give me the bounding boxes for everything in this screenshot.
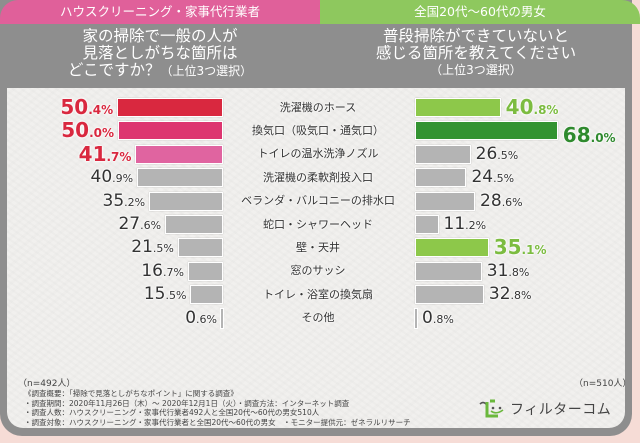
left-value-label: 40.9% (90, 167, 134, 188)
left-value-label: 35.2% (102, 190, 146, 211)
left-question-suffix: （上位3つ選択） (160, 64, 253, 78)
right-bar (415, 308, 417, 328)
category-label: 洗濯機の柔軟剤投入口 (263, 170, 373, 184)
left-bar (149, 191, 223, 211)
right-bar (415, 285, 484, 305)
left-question-line-text: どこですか？ (67, 61, 161, 79)
left-bar (117, 98, 223, 117)
right-value-label: 0.8% (422, 307, 454, 328)
right-value-label: 40.8% (505, 95, 559, 119)
left-bar (221, 308, 223, 328)
right-value-label: 11.2% (443, 214, 487, 234)
left-value-label: 27.6% (118, 214, 162, 234)
category-label: 窓のサッシ (290, 264, 346, 278)
right-value-label: 31.8% (486, 260, 530, 281)
category-label: トイレ・浴室の換気扇 (263, 287, 373, 301)
right-bar (415, 261, 482, 281)
left-bar (135, 144, 223, 164)
right-value-label: 24.5% (471, 167, 515, 188)
right-bar (415, 98, 501, 117)
right-group-tab: 全国20代〜60代の男女 (320, 0, 640, 24)
survey-note-line: ・調査対象：ハウスクリーニング・家事代行業者と全国20代〜60代の男女 ・モニタ… (24, 417, 411, 427)
left-bar (190, 285, 223, 305)
right-bar (415, 168, 467, 188)
survey-notes: 《調査概要：「掃除で見落としがちなポイント」に関する調査》 ・調査期間：2020… (24, 389, 411, 427)
left-value-label: 50.0% (61, 118, 114, 143)
right-value-label: 28.6% (480, 190, 523, 211)
right-bar (415, 121, 558, 141)
left-value-label: 15.5% (143, 284, 187, 305)
category-label: 換気口（吸気口・通気口） (252, 123, 384, 137)
filter-smile-icon (479, 399, 504, 418)
right-value-label: 68.0% (562, 123, 616, 148)
right-bar (415, 238, 489, 258)
survey-note-line: ・調査人数：ハウスクリーニング・家事代行業者492人と全国20代〜60代の男女5… (24, 408, 320, 417)
left-bar (187, 261, 223, 281)
left-group-tab: ハウスクリーニング・家事代行業者 (0, 0, 320, 24)
left-value-label: 0.6% (185, 307, 217, 328)
left-value-label: 16.7% (141, 260, 184, 281)
survey-note-line: 《調査概要：「掃除で見落としがちなポイント」に関する調査》 (24, 389, 238, 398)
right-question: 普段掃除ができていないと 感じる箇所を教えてください （上位3つ選択） (320, 24, 632, 88)
left-question-line: どこですか？（上位3つ選択） (0, 62, 320, 80)
category-label: 壁・天井 (296, 240, 340, 254)
category-label: その他 (301, 311, 335, 325)
right-question-line: 感じる箇所を教えてください (375, 44, 577, 62)
survey-note-line: ・調査期間：2020年11月26日（木）〜 2020年12月1日（火）・調査方法… (24, 398, 350, 408)
category-label: ベランダ・バルコニーの排水口 (241, 194, 395, 208)
left-sample-size: （n=492人） (18, 379, 76, 389)
right-bar (415, 191, 476, 211)
category-label: 洗濯機のホース (279, 100, 357, 114)
left-value-label: 50.4% (60, 95, 114, 119)
left-question-line: 家の掃除で一般の人が (82, 27, 238, 45)
category-label: 蛇口・シャワーヘッド (263, 217, 373, 231)
left-value-label: 41.7% (78, 141, 132, 166)
left-bar (165, 215, 223, 234)
right-value-label: 32.8% (488, 284, 532, 305)
left-question: 家の掃除で一般の人が 見落としがちな箇所は どこですか？（上位3つ選択） (0, 24, 320, 88)
filtercom-logo: フィルターコム (478, 398, 611, 420)
logo-text: フィルターコム (510, 402, 612, 418)
right-sample-size: （n=510人） (574, 379, 632, 389)
right-value-label: 26.5% (475, 143, 519, 164)
right-question-suffix: （上位3つ選択） (430, 63, 522, 77)
right-question-line: 普段掃除ができていないと (382, 27, 569, 45)
right-bar (415, 144, 471, 164)
left-bar (177, 238, 223, 258)
left-bar (118, 121, 223, 141)
right-bar (415, 215, 439, 234)
category-label: トイレの温水洗浄ノズル (257, 147, 379, 161)
left-bar (137, 168, 223, 188)
left-value-label: 21.5% (131, 237, 174, 258)
left-question-line: 見落としがちな箇所は (82, 44, 238, 62)
chart-paper (7, 88, 625, 428)
right-value-label: 35.1% (493, 235, 547, 260)
